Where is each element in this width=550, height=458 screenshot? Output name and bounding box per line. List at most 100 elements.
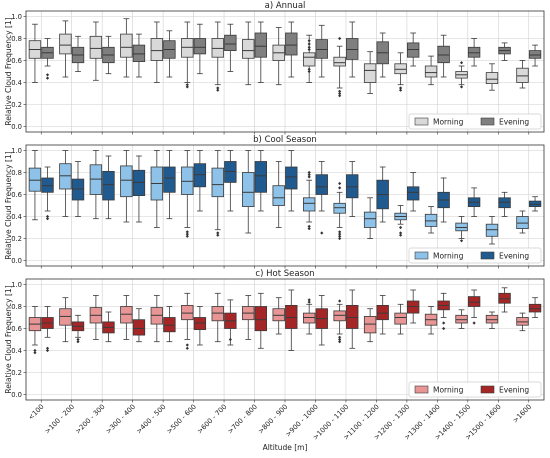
outlier-point xyxy=(442,321,446,325)
y-tick-label: 0.6 xyxy=(11,57,22,65)
box-morning-16 xyxy=(485,311,499,329)
y-axis-label: Relative Cloud Frequency [1] xyxy=(4,285,13,393)
panel-title: a) Annual xyxy=(265,1,306,11)
panel-2: 0.0 0.2 0.4 0.6 0.8 1.0 b) Cool Season Relative… xyxy=(4,135,545,269)
box-evening-9 xyxy=(285,289,298,351)
x-tick-label: >600 - 700 xyxy=(196,403,229,436)
box-iqr xyxy=(315,174,328,195)
box-iqr xyxy=(71,178,85,201)
outlier-point xyxy=(338,337,342,342)
box-evening-11 xyxy=(346,161,359,217)
box-iqr xyxy=(455,222,468,232)
outlier-point xyxy=(338,299,342,303)
legend: Morning Evening xyxy=(408,247,542,264)
box-iqr xyxy=(363,315,377,334)
box-morning-5 xyxy=(150,21,164,83)
box-evening-10 xyxy=(315,24,328,78)
x-tick-label: >300 - 400 xyxy=(104,403,137,436)
box-iqr xyxy=(59,308,72,326)
legend-swatch-evening xyxy=(480,117,495,126)
box-iqr xyxy=(437,45,450,64)
outlier-point xyxy=(398,231,403,235)
box-morning-17 xyxy=(516,312,529,332)
legend-frame xyxy=(408,247,542,264)
outlier-point xyxy=(459,61,464,65)
box-iqr xyxy=(41,177,54,193)
box-iqr xyxy=(285,304,298,329)
plot-frame xyxy=(25,278,545,401)
outlier-point xyxy=(338,232,342,236)
box-iqr xyxy=(193,317,207,331)
box-iqr xyxy=(528,50,542,59)
box-evening-15 xyxy=(467,289,481,325)
box-iqr xyxy=(59,163,72,190)
outlier-point xyxy=(398,86,403,90)
box-iqr xyxy=(211,306,224,322)
box-iqr xyxy=(346,174,359,199)
y-tick-label: 1.0 xyxy=(11,281,22,289)
x-tick-label: >800 - 900 xyxy=(257,403,290,436)
box-evening-15 xyxy=(467,187,481,217)
box-evening-5 xyxy=(163,150,176,220)
legend-frame xyxy=(408,113,542,130)
box-iqr xyxy=(406,300,420,314)
outlier-point xyxy=(307,42,311,46)
outlier-point xyxy=(459,85,464,89)
box-iqr xyxy=(455,314,468,324)
box-morning-12 xyxy=(363,308,377,343)
box-evening-9 xyxy=(285,150,298,212)
outlier-point xyxy=(472,321,476,325)
box-iqr xyxy=(498,197,511,209)
box-iqr xyxy=(224,161,237,183)
box-evening-1 xyxy=(41,38,54,80)
outlier-point xyxy=(185,232,189,236)
y-tick-label: 0.8 xyxy=(11,35,22,43)
box-evening-2 xyxy=(71,161,85,217)
box-morning-11 xyxy=(333,299,346,344)
box-morning-1 xyxy=(28,306,42,355)
box-iqr xyxy=(254,306,268,332)
box-evening-16 xyxy=(498,42,511,61)
box-iqr xyxy=(242,39,255,59)
box-morning-2 xyxy=(59,297,72,343)
box-iqr xyxy=(242,172,255,207)
box-evening-4 xyxy=(132,308,146,343)
legend: Morning Evening xyxy=(408,113,542,130)
box-morning-10 xyxy=(302,298,316,335)
outlier-point xyxy=(185,346,189,350)
box-morning-13 xyxy=(394,205,407,237)
box-evening-2 xyxy=(71,314,85,344)
legend-swatch-evening xyxy=(480,251,495,260)
x-tick-label: <100 xyxy=(27,403,46,422)
box-morning-14 xyxy=(424,306,438,335)
box-iqr xyxy=(485,223,499,237)
box-iqr xyxy=(163,166,176,193)
outlier-point xyxy=(338,340,342,344)
box-evening-12 xyxy=(376,166,389,223)
legend-swatch-morning xyxy=(414,385,429,394)
outlier-point xyxy=(307,298,311,302)
box-evening-13 xyxy=(406,32,420,67)
box-iqr xyxy=(315,39,328,59)
box-iqr xyxy=(467,46,481,58)
y-axis-label: Relative Cloud Frequency [1] xyxy=(4,17,13,125)
box-morning-2 xyxy=(59,20,72,78)
box-morning-1 xyxy=(28,23,42,83)
box-iqr xyxy=(150,38,164,61)
box-evening-17 xyxy=(528,297,542,318)
box-morning-7 xyxy=(211,150,224,237)
outlier-point xyxy=(45,73,50,77)
box-iqr xyxy=(181,166,194,195)
box-evening-11 xyxy=(346,21,359,78)
box-morning-11 xyxy=(333,181,346,241)
box-morning-7 xyxy=(211,292,224,343)
panel-3: 0.0 0.2 0.4 0.6 0.8 1.0 c) Hot Season Relative … xyxy=(4,269,545,452)
box-iqr xyxy=(120,165,133,198)
box-iqr xyxy=(285,166,298,190)
box-morning-13 xyxy=(394,52,407,92)
outlier-point xyxy=(228,337,232,342)
box-iqr xyxy=(424,65,438,78)
box-morning-14 xyxy=(424,206,438,234)
box-morning-5 xyxy=(150,295,164,343)
outlier-point xyxy=(338,230,342,234)
